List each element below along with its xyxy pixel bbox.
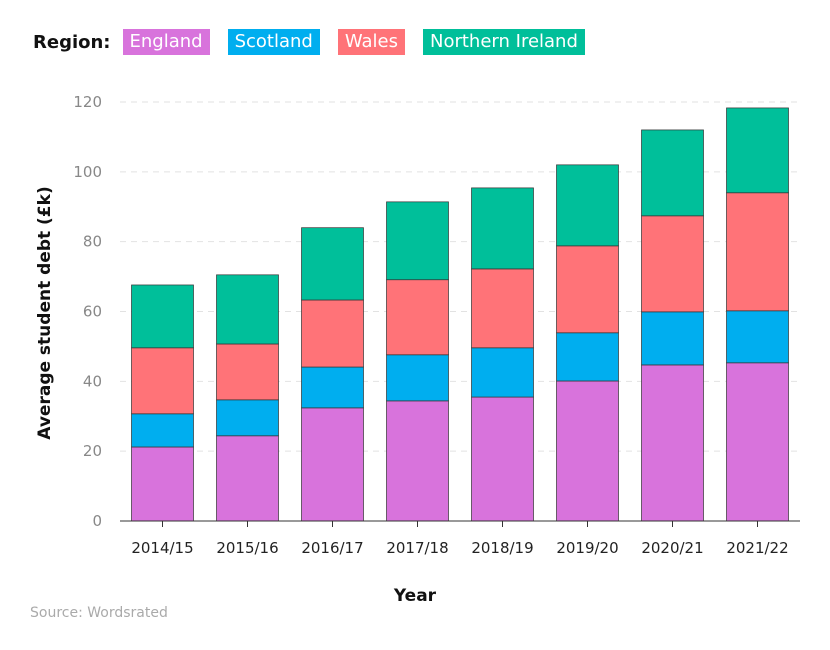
legend-title: Region: xyxy=(33,31,111,53)
legend-item-northern-ireland: Northern Ireland xyxy=(423,29,585,55)
bar-segment-england xyxy=(386,400,449,522)
x-tick-label: 2020/21 xyxy=(641,539,703,557)
legend-item-scotland: Scotland xyxy=(227,29,320,55)
bar-segment-england xyxy=(556,380,619,522)
bar-segment-england xyxy=(641,364,704,522)
bar-segment-wales xyxy=(131,347,194,415)
bar-segment-england xyxy=(216,435,279,522)
bar-segment-scotland xyxy=(726,310,789,364)
y-tick-label: 120 xyxy=(73,93,102,111)
bar-segment-northern-ireland xyxy=(131,284,194,349)
y-axis-title: Average student debt (£k) xyxy=(35,186,55,439)
bar-segment-northern-ireland xyxy=(216,274,279,345)
bar-segment-northern-ireland xyxy=(301,227,364,301)
x-tick-label: 2015/16 xyxy=(216,539,278,557)
bar-segment-scotland xyxy=(301,366,364,409)
legend-item-england: England xyxy=(122,29,210,55)
bar-segment-scotland xyxy=(216,399,279,437)
bar-segment-wales xyxy=(726,192,789,312)
x-tick-label: 2016/17 xyxy=(301,539,363,557)
y-tick-label: 80 xyxy=(83,233,102,251)
bar-segment-northern-ireland xyxy=(471,187,534,270)
legend-item-wales: Wales xyxy=(337,29,405,55)
x-tick-label: 2021/22 xyxy=(726,539,788,557)
bar-segment-northern-ireland xyxy=(386,201,449,281)
y-tick-label: 100 xyxy=(73,163,102,181)
bar-segment-scotland xyxy=(556,332,619,382)
bar-segment-northern-ireland xyxy=(726,107,789,194)
x-tick-label: 2017/18 xyxy=(386,539,448,557)
bar-segment-northern-ireland xyxy=(641,129,704,217)
x-tick-label: 2018/19 xyxy=(471,539,533,557)
x-axis-title: Year xyxy=(393,586,437,606)
bar-segment-scotland xyxy=(641,311,704,366)
bar-segment-england xyxy=(726,362,789,522)
bar-segment-wales xyxy=(216,343,279,401)
source-note: Source: Wordsrated xyxy=(30,605,168,621)
y-tick-label: 0 xyxy=(92,512,102,530)
bar-segment-wales xyxy=(386,279,449,356)
y-tick-label: 60 xyxy=(83,303,102,321)
legend: Region: England Scotland Wales Northern … xyxy=(33,29,603,55)
bar-segment-scotland xyxy=(471,347,534,398)
bar-segment-wales xyxy=(301,299,364,368)
bar-segment-england xyxy=(301,407,364,522)
bar-segment-northern-ireland xyxy=(556,164,619,247)
bar-segment-scotland xyxy=(131,413,194,448)
bar-segment-scotland xyxy=(386,354,449,402)
bar-segment-wales xyxy=(471,268,534,349)
x-tick-label: 2019/20 xyxy=(556,539,618,557)
bar-segment-england xyxy=(471,396,534,522)
x-tick-label: 2014/15 xyxy=(131,539,193,557)
y-tick-label: 40 xyxy=(83,372,102,390)
bar-segment-england xyxy=(131,446,194,522)
y-tick-label: 20 xyxy=(83,442,102,460)
bar-segment-wales xyxy=(641,215,704,313)
bar-segment-wales xyxy=(556,245,619,334)
